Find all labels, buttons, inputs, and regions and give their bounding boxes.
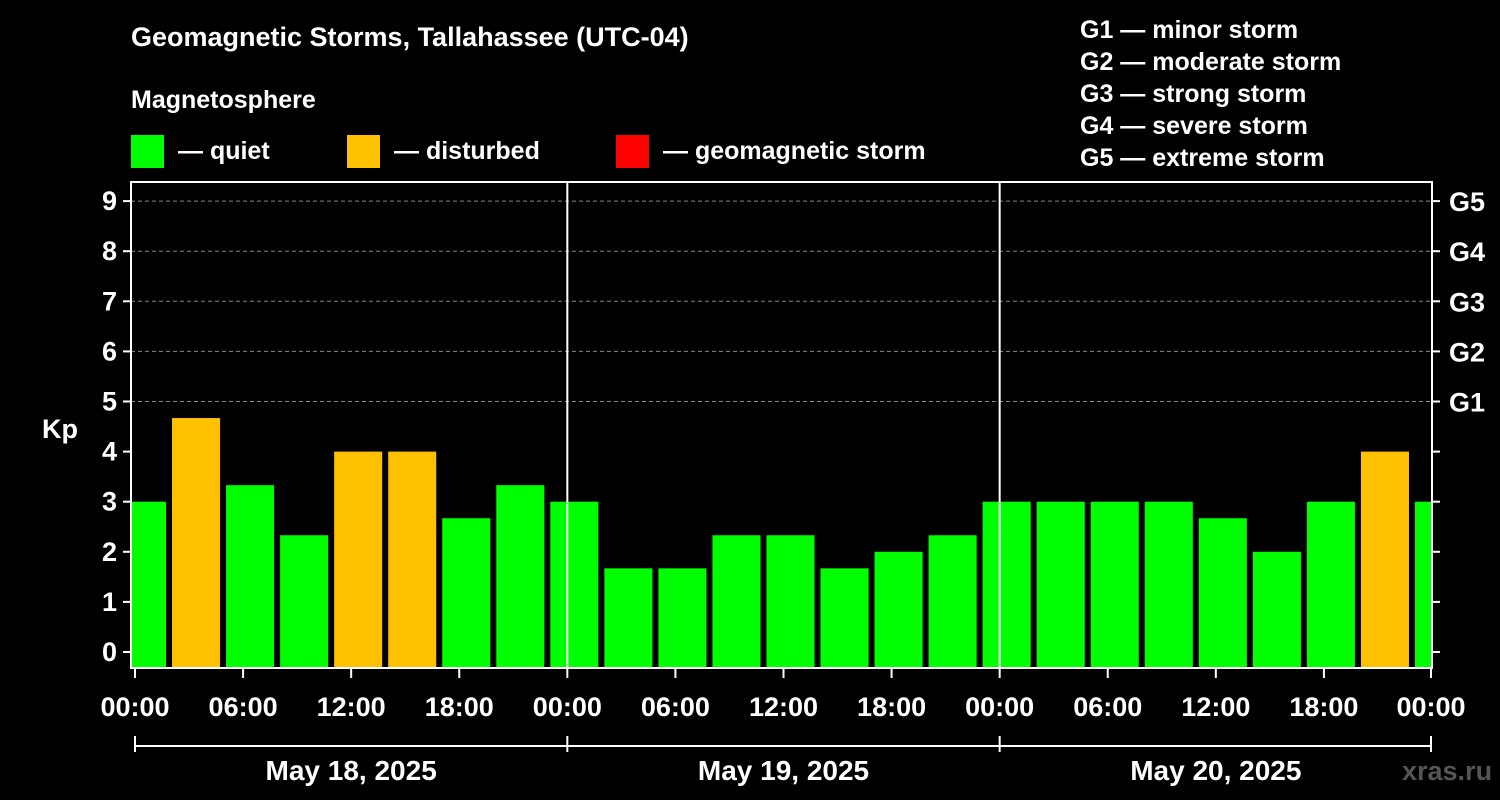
x-tick-label: 06:00 <box>641 692 710 722</box>
x-tick-label: 18:00 <box>425 692 494 722</box>
x-tick-label: 12:00 <box>749 692 818 722</box>
chart-title: Geomagnetic Storms, Tallahassee (UTC-04) <box>131 22 689 52</box>
x-tick-label: 18:00 <box>857 692 926 722</box>
y-tick-label: 1 <box>102 587 117 617</box>
kp-bar <box>1090 501 1139 668</box>
kp-bar <box>442 518 491 668</box>
day-label: May 20, 2025 <box>1130 755 1301 786</box>
legend-swatch-storm <box>616 134 649 168</box>
x-tick-label: 00:00 <box>965 692 1034 722</box>
kp-bar <box>604 568 653 668</box>
right-axis-label: G2 <box>1449 337 1485 367</box>
storm-scale-g2: G2 — moderate storm <box>1080 48 1342 76</box>
kp-bar <box>712 535 761 668</box>
kp-bar <box>766 535 815 668</box>
kp-bar <box>1198 518 1247 668</box>
kp-bar <box>1306 501 1355 668</box>
legend-label-storm: — geomagnetic storm <box>663 136 926 165</box>
watermark: xras.ru <box>1402 756 1493 786</box>
x-tick-label: 00:00 <box>1396 692 1465 722</box>
right-axis-label: G3 <box>1449 287 1485 317</box>
legend-label-disturbed: — disturbed <box>394 136 540 165</box>
storm-scale-g1: G1 — minor storm <box>1080 16 1299 44</box>
storm-scale-g4: G4 — severe storm <box>1080 112 1308 140</box>
legend-heading: Magnetosphere <box>131 86 316 114</box>
kp-bar <box>928 535 977 668</box>
y-tick-label: 6 <box>102 336 117 366</box>
x-tick-label: 06:00 <box>209 692 278 722</box>
kp-bar <box>874 551 923 668</box>
kp-bar <box>496 485 545 668</box>
legend-item-storm: — geomagnetic storm <box>616 134 926 168</box>
storm-scale-list: G1 — minor storm G2 — moderate storm G3 … <box>1080 14 1341 174</box>
legend-swatch-quiet <box>131 134 164 168</box>
kp-bar <box>280 535 329 668</box>
x-tick-label: 12:00 <box>317 692 386 722</box>
right-axis-label: G4 <box>1449 237 1485 267</box>
plot-frame <box>130 181 1433 669</box>
x-tick-label: 00:00 <box>533 692 602 722</box>
kp-bar <box>334 451 383 668</box>
kp-bar <box>550 501 599 668</box>
legend-item-quiet: — quiet <box>131 134 270 168</box>
storm-scale-g3: G3 — strong storm <box>1080 80 1307 108</box>
kp-bar <box>388 451 437 668</box>
kp-bar <box>1036 501 1085 668</box>
y-tick-label: 2 <box>102 537 117 567</box>
y-tick-label: 7 <box>102 286 117 316</box>
kp-bar <box>1360 451 1409 668</box>
kp-bar <box>982 501 1031 668</box>
y-tick-label: 5 <box>102 387 117 417</box>
legend-swatch-disturbed <box>347 134 380 168</box>
kp-bar <box>131 501 167 668</box>
storm-scale-g5: G5 — extreme storm <box>1080 144 1325 172</box>
kp-bar <box>820 568 869 668</box>
x-tick-label: 06:00 <box>1073 692 1142 722</box>
y-tick-label: 3 <box>102 487 117 517</box>
kp-bar <box>1144 501 1193 668</box>
x-tick-label: 18:00 <box>1289 692 1358 722</box>
legend-item-disturbed: — disturbed <box>347 134 540 168</box>
kp-bar <box>1252 551 1301 668</box>
x-tick-label: 00:00 <box>100 692 169 722</box>
right-axis-label: G5 <box>1449 187 1485 217</box>
kp-bar <box>226 485 275 668</box>
day-label: May 18, 2025 <box>266 755 437 786</box>
y-tick-label: 8 <box>102 236 117 266</box>
x-tick-label: 12:00 <box>1181 692 1250 722</box>
y-axis-label: Kp <box>42 414 78 444</box>
day-label: May 19, 2025 <box>698 755 869 786</box>
y-tick-label: 0 <box>102 637 117 667</box>
y-tick-label: 9 <box>102 186 117 216</box>
kp-bar <box>172 418 221 668</box>
legend-label-quiet: — quiet <box>178 136 270 165</box>
right-axis-label: G1 <box>1449 388 1485 418</box>
kp-bar <box>658 568 707 668</box>
y-tick-label: 4 <box>102 437 117 467</box>
kp-bar <box>1414 501 1432 668</box>
